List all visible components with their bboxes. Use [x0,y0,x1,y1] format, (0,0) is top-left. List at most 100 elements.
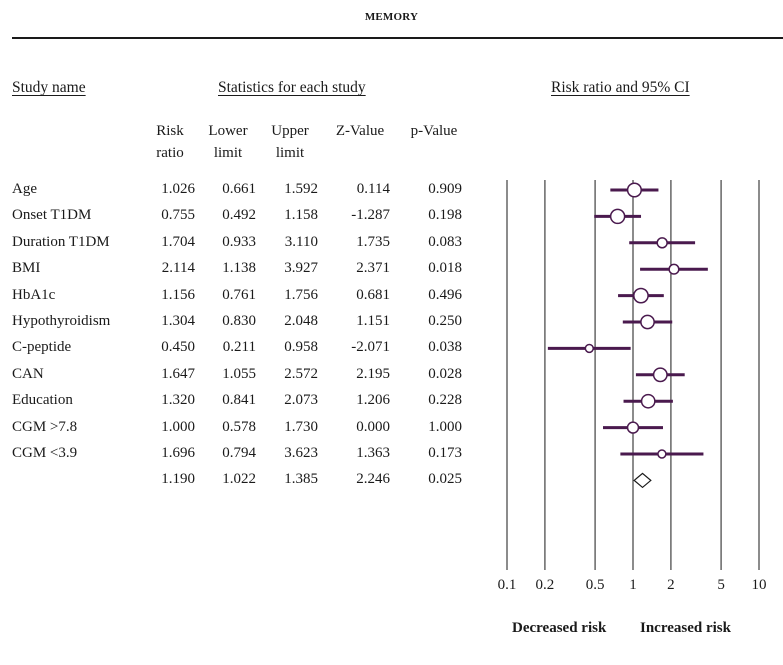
study-lower-limit: 0.933 [222,233,256,250]
study-risk-ratio: 2.114 [161,260,195,277]
study-z-value: 1.363 [356,445,390,461]
study-lower-limit: 1.055 [222,365,256,382]
study-p-value: 0.228 [428,392,462,409]
study-upper-limit: 3.110 [284,233,318,250]
col-header-upper-limit: Upper limit [262,120,318,164]
study-z-value: -1.287 [351,207,390,224]
point-estimate [626,182,642,198]
study-upper-limit: 2.048 [284,313,318,329]
study-p-value: 0.038 [428,339,462,356]
study-name: C-peptide [12,339,72,356]
study-lower-limit: 0.578 [222,418,256,435]
col-header-lower-limit: Lower limit [200,120,256,164]
study-name: Hypothyroidism [12,313,111,329]
study-z-value: -2.071 [351,339,390,356]
x-tick-label: 5 [717,577,725,593]
x-tick-label: 1 [629,577,637,593]
col-header-p-value-line2: p-Value [410,123,458,139]
study-name: Duration T1DM [12,233,110,250]
footer-increased-risk: Increased risk [640,620,731,636]
study-lower-limit: 0.492 [222,207,256,224]
col-header-p-value: p-Value [400,120,468,142]
study-p-value: 0.250 [428,313,462,329]
study-risk-ratio: 1.320 [161,392,195,409]
study-z-value: 1.151 [356,313,390,329]
chart-title: MEMORY [364,11,419,23]
study-z-value: 2.371 [356,260,390,277]
study-risk-ratio: 0.755 [161,207,195,224]
study-lower-limit: 1.138 [222,260,256,277]
x-tick-label: 10 [752,577,767,593]
summary-lower-limit: 1.022 [222,471,256,488]
study-name: CGM <3.9 [12,445,78,461]
footer-decreased-risk: Decreased risk [512,620,607,636]
point-estimate [584,343,595,354]
header-forest: Risk ratio and 95% CI [551,79,690,96]
summary-diamond [633,472,652,489]
x-tick-label: 2 [667,577,675,593]
study-p-value: 0.018 [428,260,462,277]
point-estimate [657,449,667,459]
study-lower-limit: 0.661 [222,181,256,197]
col-header-z-value-line2: Z-Value [335,123,385,139]
study-name: Age [12,181,37,197]
study-z-value: 1.735 [356,233,390,250]
point-estimate [609,208,626,225]
study-risk-ratio: 1.026 [161,181,195,197]
col-header-risk-ratio: Risk ratio [145,120,195,164]
study-z-value: 0.681 [356,286,390,303]
summary-upper-limit: 1.385 [284,471,318,488]
study-z-value: 0.000 [356,418,390,435]
study-name: BMI [12,260,41,277]
study-upper-limit: 1.730 [284,418,318,435]
point-estimate [640,314,655,330]
study-name: CGM >7.8 [12,418,78,435]
study-risk-ratio: 1.000 [161,418,195,435]
study-lower-limit: 0.794 [222,445,256,461]
col-header-upper-limit-line1: Upper [271,123,309,139]
col-header-lower-limit-line2: limit [213,145,243,161]
point-estimate [640,393,656,409]
x-tick-label: 0.5 [586,577,605,593]
point-estimate [633,287,649,304]
study-lower-limit: 0.761 [222,286,256,303]
study-z-value: 0.114 [356,181,390,197]
study-lower-limit: 0.211 [222,339,256,356]
study-z-value: 1.206 [356,392,390,409]
study-risk-ratio: 1.704 [161,233,195,250]
study-upper-limit: 3.623 [284,445,318,461]
col-header-risk-ratio-line2: ratio [156,145,184,161]
point-estimate [652,367,668,383]
study-risk-ratio: 1.647 [161,365,195,382]
study-risk-ratio: 1.304 [161,313,195,329]
study-upper-limit: 2.073 [284,392,318,409]
study-p-value: 0.198 [428,207,462,224]
col-header-upper-limit-line2: limit [275,145,305,161]
col-header-z-value: Z-Value [324,120,396,142]
study-name: Onset T1DM [12,207,92,224]
point-estimate [668,263,680,275]
study-risk-ratio: 1.156 [161,286,195,303]
study-upper-limit: 0.958 [284,339,318,356]
study-p-value: 1.000 [428,418,462,435]
study-p-value: 0.173 [428,445,462,461]
study-name: CAN [12,365,44,382]
study-risk-ratio: 0.450 [161,339,195,356]
study-name: Education [12,392,73,409]
study-upper-limit: 1.158 [284,207,318,224]
summary-p-value: 0.025 [428,471,462,488]
point-estimate [626,421,640,434]
study-p-value: 0.496 [428,286,462,303]
summary-risk-ratio: 1.190 [161,471,195,488]
study-p-value: 0.909 [428,181,462,197]
point-estimate [656,237,668,249]
col-header-lower-limit-line1: Lower [208,123,248,139]
header-statistics: Statistics for each study [218,79,366,96]
study-lower-limit: 0.841 [222,392,256,409]
study-upper-limit: 2.572 [284,365,318,382]
col-header-risk-ratio-line1: Risk [156,123,184,139]
study-lower-limit: 0.830 [222,313,256,329]
title-rule [12,37,783,39]
summary-z-value: 2.246 [356,471,390,488]
